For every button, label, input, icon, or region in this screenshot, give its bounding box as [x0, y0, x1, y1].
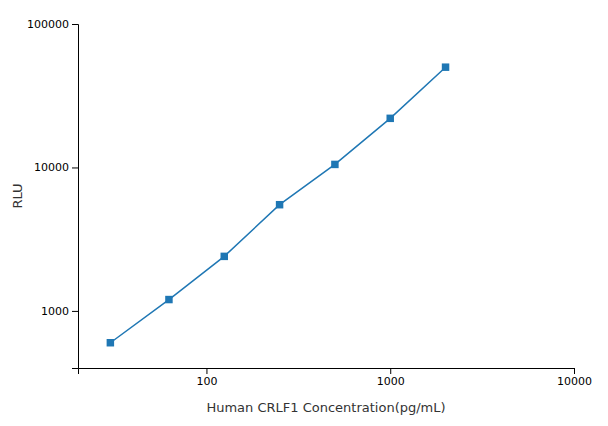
y-tick-label: 100000: [27, 18, 69, 31]
marks: [107, 63, 450, 346]
y-tick-mark: [72, 24, 78, 25]
x-tick-mark: [574, 368, 575, 374]
marker: [386, 115, 393, 122]
marker: [165, 296, 172, 303]
x-tick: 1000: [377, 368, 405, 388]
x-tick-label: 1000: [377, 375, 405, 388]
x-axis-line: [79, 369, 575, 375]
marker: [221, 253, 228, 260]
marker: [107, 339, 114, 346]
x-axis: 100 1000 10000: [79, 368, 593, 388]
y-tick-mark: [72, 311, 78, 312]
y-axis-title: RLU: [10, 183, 25, 208]
x-tick-mark: [390, 368, 391, 374]
chart: 100 1000 10000 1000 10000 100000 Human CRLF1 C…: [0, 0, 608, 426]
line: [110, 67, 445, 343]
x-tick-mark: [206, 368, 207, 374]
x-tick: 100: [196, 368, 217, 388]
marker: [442, 63, 449, 70]
plot-area: 100 1000 10000 1000 10000 100000: [27, 18, 592, 388]
marker: [331, 161, 338, 168]
x-tick: 10000: [557, 368, 592, 388]
y-tick: 1000: [41, 305, 78, 318]
x-tick-label: 10000: [557, 375, 592, 388]
y-tick-label: 1000: [41, 305, 69, 318]
x-tick-label: 100: [196, 375, 217, 388]
x-axis-title: Human CRLF1 Concentration(pg/mL): [206, 400, 445, 415]
marker: [276, 201, 283, 208]
y-tick: 100000: [27, 18, 78, 31]
y-tick-label: 10000: [34, 161, 69, 174]
y-tick: 10000: [34, 161, 78, 174]
y-tick-mark: [72, 167, 78, 168]
y-axis: 1000 10000 100000: [27, 18, 79, 368]
y-axis-line: [72, 25, 79, 369]
